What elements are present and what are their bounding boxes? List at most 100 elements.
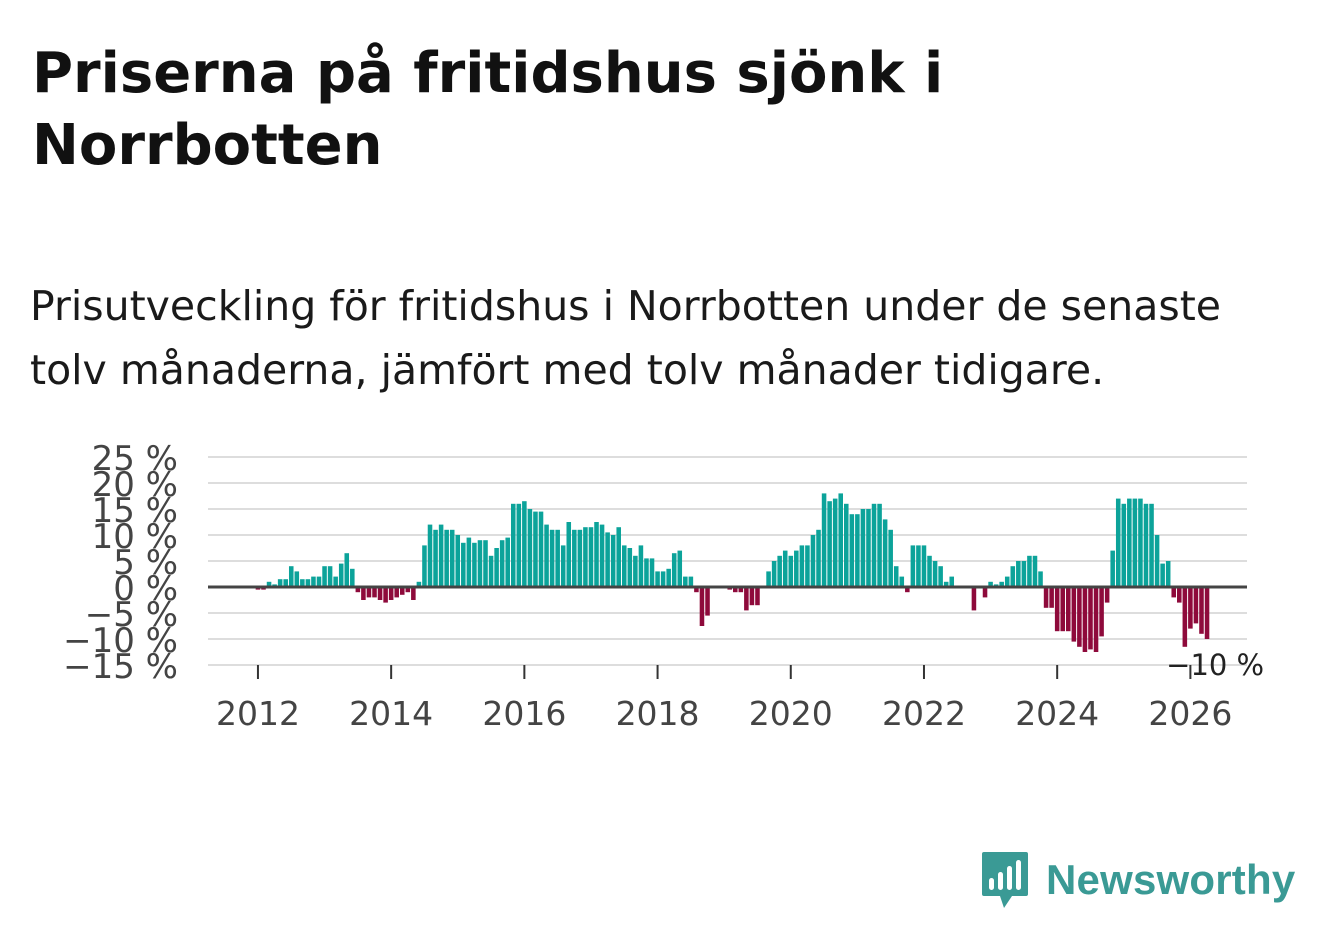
last-value-label: −10 % [1166, 648, 1264, 682]
bar [311, 576, 316, 587]
bar [383, 587, 388, 603]
bar [888, 529, 893, 587]
bar [566, 522, 572, 587]
bar [938, 566, 943, 587]
bar [405, 587, 411, 593]
bar [388, 587, 394, 600]
bar [843, 503, 849, 587]
y-tick-label: 20 % [92, 465, 178, 505]
bar [333, 576, 338, 587]
bar [916, 545, 921, 587]
bar [877, 503, 882, 587]
bar [838, 493, 843, 587]
bar [705, 587, 710, 616]
bar [522, 501, 527, 587]
bar [472, 542, 477, 587]
bar [788, 555, 794, 587]
y-tick-label: −10 % [63, 621, 178, 661]
bar [416, 581, 422, 587]
newsworthy-bar-chart-icon [982, 852, 1028, 908]
x-tick-label: 2016 [482, 694, 566, 733]
bar [1193, 587, 1199, 624]
bar [488, 555, 494, 587]
bar [583, 527, 588, 587]
bar [732, 587, 738, 593]
bar [527, 509, 533, 587]
bar [355, 587, 361, 593]
bar [477, 540, 483, 587]
bar [444, 529, 449, 587]
bar [1143, 503, 1149, 587]
bar [832, 498, 838, 587]
bar [599, 524, 605, 587]
bar [1093, 587, 1099, 652]
bar [805, 545, 810, 587]
bar [655, 571, 660, 587]
bar [1010, 566, 1016, 587]
bar [921, 545, 927, 587]
bar [777, 555, 782, 587]
bar [494, 548, 499, 587]
y-tick-label: 5 % [113, 543, 178, 583]
bar [771, 561, 777, 587]
bar [810, 535, 816, 587]
x-tick-label: 2014 [349, 694, 433, 733]
bar [449, 529, 455, 587]
bar [555, 529, 560, 587]
bar [910, 545, 916, 587]
bar [644, 558, 649, 587]
bar [377, 587, 383, 600]
bar [605, 532, 610, 587]
bar [533, 511, 538, 587]
bar [1171, 587, 1177, 598]
bar [1077, 587, 1082, 647]
y-axis-tick-labels: 25 %20 %15 %10 %5 %0 %−5 %−10 %−15 % [63, 439, 178, 687]
y-tick-label: 10 % [92, 517, 178, 557]
bar [427, 524, 433, 587]
y-tick-label: 15 % [92, 491, 178, 531]
bar [899, 576, 905, 587]
bar [516, 503, 522, 587]
bar [1115, 498, 1121, 587]
bar [305, 579, 311, 587]
bar [350, 568, 355, 587]
bar [794, 550, 799, 587]
bar [971, 587, 977, 611]
bar [932, 561, 938, 587]
bar [1121, 503, 1127, 587]
bar [1066, 587, 1071, 632]
bar [855, 514, 860, 587]
bar [749, 587, 755, 606]
bar [816, 529, 821, 587]
bar [738, 587, 744, 593]
x-tick-label: 2026 [1148, 694, 1232, 733]
bar [277, 579, 283, 587]
bar [294, 571, 300, 587]
bar [782, 550, 788, 587]
bar [1032, 555, 1038, 587]
bar [683, 576, 688, 587]
bar [943, 581, 949, 587]
bar [344, 553, 350, 587]
bar [1049, 587, 1054, 608]
bar [694, 587, 699, 593]
gridlines [208, 456, 1247, 666]
bar [893, 566, 899, 587]
x-tick-label: 2024 [1015, 694, 1099, 733]
bar [799, 545, 805, 587]
y-tick-label: −5 % [85, 595, 178, 635]
bar [688, 576, 694, 587]
bar [1127, 498, 1132, 587]
bar [422, 545, 427, 587]
bar [633, 555, 638, 587]
bar [821, 493, 827, 587]
bars [255, 493, 1210, 652]
bar [372, 587, 377, 598]
bar [1016, 561, 1021, 587]
bar [860, 509, 866, 587]
bar [982, 587, 988, 598]
bar [999, 581, 1004, 587]
bar [544, 524, 549, 587]
bar [744, 587, 749, 611]
bar [327, 566, 333, 587]
